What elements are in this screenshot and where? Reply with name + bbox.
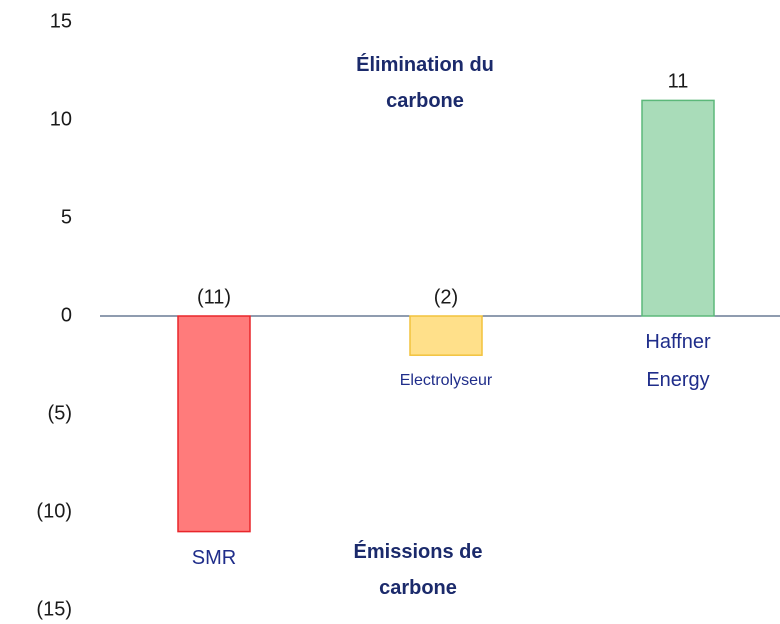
data-label: (11) (197, 286, 231, 308)
y-tick-label: 15 (50, 10, 72, 32)
y-tick-label: (5) (48, 402, 72, 424)
data-label: 11 (668, 71, 689, 93)
y-tick-label: 0 (61, 304, 72, 326)
x-tick-label: Electrolyseur (399, 372, 493, 390)
bar (177, 315, 251, 533)
data-label: (2) (434, 286, 458, 308)
y-tick-label: 5 (61, 206, 72, 228)
annotation: Élimination du carbone (356, 54, 494, 112)
x-tick-label: SMR (191, 546, 237, 569)
y-tick-label: (10) (36, 500, 72, 522)
x-tick-label: Haffner Energy (645, 331, 711, 391)
bar (409, 315, 483, 356)
y-tick-label: 10 (50, 108, 72, 130)
bar (641, 99, 715, 317)
y-tick-label: (15) (36, 598, 72, 620)
annotation: Émissions de carbone (353, 541, 483, 599)
